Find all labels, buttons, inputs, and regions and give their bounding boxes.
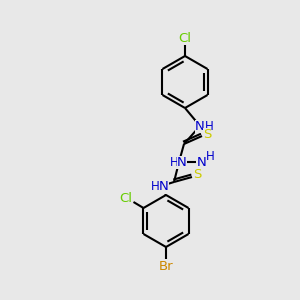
Text: Cl: Cl — [178, 32, 191, 44]
Text: Br: Br — [159, 260, 173, 274]
Text: N: N — [195, 119, 205, 133]
Text: S: S — [203, 128, 211, 140]
Text: S: S — [193, 169, 201, 182]
Text: N: N — [177, 155, 187, 169]
Text: H: H — [151, 181, 159, 194]
Text: H: H — [205, 119, 213, 133]
Text: H: H — [169, 155, 178, 169]
Text: Cl: Cl — [119, 191, 132, 205]
Text: H: H — [206, 149, 214, 163]
Text: N: N — [159, 181, 169, 194]
Text: N: N — [197, 155, 207, 169]
